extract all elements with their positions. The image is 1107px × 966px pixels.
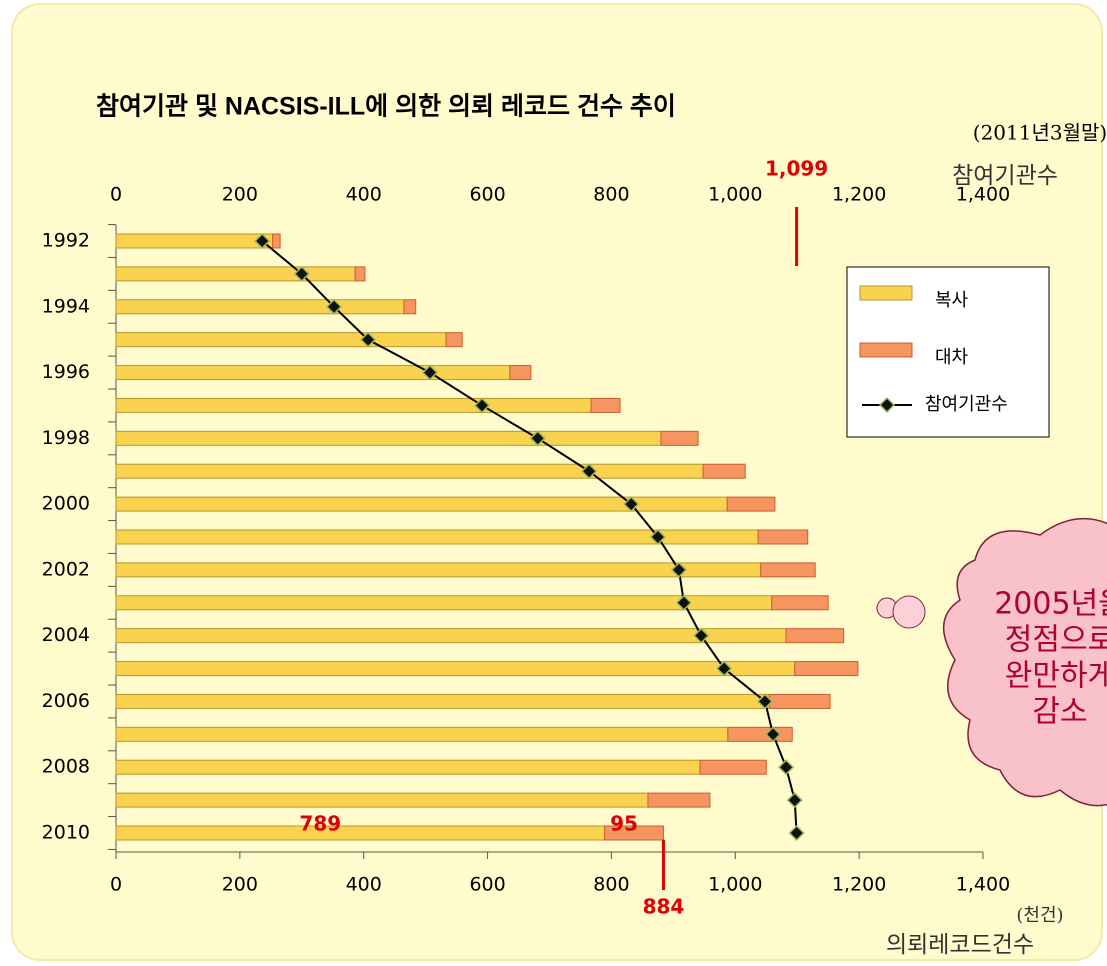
callout-bubble <box>893 596 925 628</box>
bar <box>116 366 510 380</box>
chart-title: 참여기관 및 NACSIS-ILL에 의한 의뢰 레코드 건수 추이 <box>96 93 676 121</box>
bar <box>786 629 844 643</box>
chart: 참여기관 및 NACSIS-ILL에 의한 의뢰 레코드 건수 추이 (2011… <box>0 0 1107 966</box>
x-tick-label: 1,400 <box>956 874 1010 896</box>
bar <box>446 333 462 347</box>
callout-text: 2005년을 <box>994 587 1107 622</box>
background <box>12 4 1102 960</box>
x-tick-label: 800 <box>593 874 629 896</box>
y-tick-label: 2004 <box>42 624 90 646</box>
bar <box>116 760 700 774</box>
x-tick-label: 0 <box>110 874 122 896</box>
bar <box>116 333 446 347</box>
legend-swatch <box>860 286 912 300</box>
axis-note: (천건) <box>1016 905 1063 926</box>
x2-tick-label: 600 <box>469 184 505 206</box>
y-tick-label: 1998 <box>42 427 90 449</box>
x2-tick-label: 1,000 <box>708 184 762 206</box>
x2-tick-label: 0 <box>110 184 122 206</box>
x2-tick-label: 800 <box>593 184 629 206</box>
bar <box>116 267 355 281</box>
bar <box>648 793 710 807</box>
bar <box>591 398 620 412</box>
bar <box>116 629 786 643</box>
bar <box>769 694 830 708</box>
bar <box>758 530 808 544</box>
bar <box>510 366 531 380</box>
bar <box>116 596 772 610</box>
x-tick-label: 600 <box>469 874 505 896</box>
legend-label: 대차 <box>935 347 969 368</box>
bar <box>116 431 661 445</box>
bar <box>761 563 815 577</box>
data-label: 95 <box>610 812 638 836</box>
bar <box>273 234 280 248</box>
axis-title: 의뢰레코드건수 <box>886 932 1034 958</box>
legend-swatch <box>860 343 912 357</box>
bar <box>116 234 273 248</box>
x2-tick-label: 1,400 <box>956 184 1010 206</box>
legend-label: 참여기관수 <box>925 394 1008 415</box>
y-tick-label: 2002 <box>42 558 90 580</box>
bar <box>116 694 769 708</box>
x2-tick-label: 400 <box>346 184 382 206</box>
bar <box>727 497 775 511</box>
y-tick-label: 1992 <box>42 230 90 252</box>
x-tick-label: 1,000 <box>708 874 762 896</box>
bar <box>116 793 648 807</box>
callout-text: 정점으로 <box>1005 623 1107 658</box>
bar <box>728 727 792 741</box>
callout-text: 완만하게 <box>1005 659 1107 694</box>
bar <box>116 563 761 577</box>
y-tick-label: 2008 <box>42 756 90 778</box>
page: 참여기관 및 NACSIS-ILL에 의한 의뢰 레코드 건수 추이 (2011… <box>0 0 1107 966</box>
callout-text: 감소 <box>1032 695 1087 730</box>
x2-tick-label: 200 <box>222 184 258 206</box>
value-label: 1,099 <box>765 157 828 181</box>
y-tick-label: 1996 <box>42 361 90 383</box>
y-tick-label: 2006 <box>42 690 90 712</box>
bar <box>795 662 858 676</box>
bar <box>700 760 766 774</box>
bar <box>116 300 404 314</box>
data-label: 789 <box>299 812 341 836</box>
bar <box>116 826 605 840</box>
x-tick-label: 400 <box>346 874 382 896</box>
y-tick-label: 2010 <box>42 822 90 844</box>
bar <box>772 596 828 610</box>
bar <box>703 464 745 478</box>
y-tick-label: 2000 <box>42 493 90 515</box>
y-tick-label: 1994 <box>42 295 90 317</box>
bar <box>116 398 591 412</box>
legend-label: 복사 <box>935 290 969 311</box>
bar <box>661 431 698 445</box>
bar <box>404 300 416 314</box>
x-tick-label: 200 <box>222 874 258 896</box>
x2-tick-label: 1,200 <box>832 184 886 206</box>
bar <box>116 662 795 676</box>
annotation: 884 <box>643 895 685 919</box>
axis-note: (2011년3월말) <box>973 121 1107 145</box>
x-tick-label: 1,200 <box>832 874 886 896</box>
bar <box>116 464 703 478</box>
bar <box>355 267 365 281</box>
bar <box>116 727 728 741</box>
